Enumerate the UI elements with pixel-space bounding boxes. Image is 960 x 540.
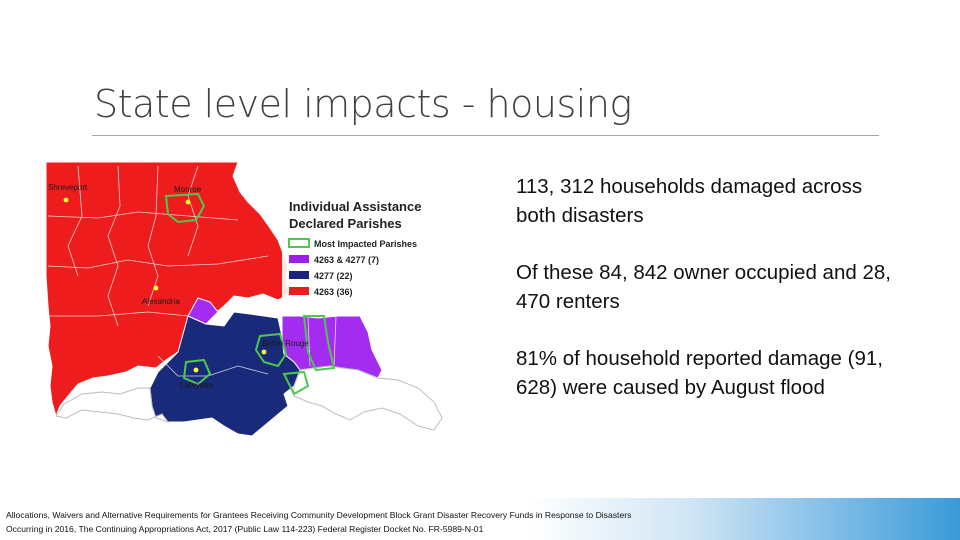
city-dot-monroe xyxy=(185,199,191,205)
legend-swatch-most-impacted xyxy=(288,238,310,248)
legend-swatch-4263-4277 xyxy=(289,255,309,263)
most-impacted-baton-rouge xyxy=(254,332,288,368)
region-undeclared-east xyxy=(293,365,443,431)
region-undeclared xyxy=(55,387,170,423)
footer-bar xyxy=(0,498,960,540)
bullet-august-flood: 81% of household reported damage (91, 62… xyxy=(516,347,883,399)
most-impacted-east xyxy=(302,315,336,372)
footer-citation: Allocations, Waivers and Alternative Req… xyxy=(6,508,906,536)
city-label-monroe: Monroe xyxy=(174,185,202,194)
title-divider xyxy=(92,135,879,136)
legend-label-4263: 4263 (36) xyxy=(314,287,353,297)
city-label-baton-rouge: Baton Rouge xyxy=(262,339,309,348)
map-legend: Individual Assistance Declared Parishes … xyxy=(282,192,448,302)
most-impacted-lafayette xyxy=(182,358,212,386)
bullet-list: 113, 312 households damaged across both … xyxy=(516,172,896,430)
city-label-shreveport: Shreveport xyxy=(48,183,88,192)
legend-title-line1: Individual Assistance xyxy=(289,199,421,214)
most-impacted-monroe xyxy=(164,192,206,224)
legend-swatch-4263 xyxy=(289,287,309,295)
legend-label-4277: 4277 (22) xyxy=(314,271,353,281)
bullet-owner-renter-split: Of these 84, 842 owner occupied and 28, … xyxy=(516,261,891,313)
city-label-lafayette: Lafayette xyxy=(180,381,213,390)
slide-title: State level impacts - housing xyxy=(94,82,632,126)
city-dot-alexandria xyxy=(153,285,159,291)
legend-swatch-4277 xyxy=(289,271,309,279)
legend-label-4263-4277: 4263 & 4277 (7) xyxy=(314,255,379,265)
city-label-alexandria: Alexandria xyxy=(142,297,180,306)
legend-title-line2: Declared Parishes xyxy=(289,216,402,231)
footer-citation-line1: Allocations, Waivers and Alternative Req… xyxy=(6,510,632,520)
city-dot-baton-rouge xyxy=(261,349,267,355)
city-dot-shreveport xyxy=(63,197,69,203)
bullet-households-damaged: 113, 312 households damaged across both … xyxy=(516,175,863,227)
city-dot-lafayette xyxy=(193,367,199,373)
legend-label-most-impacted: Most Impacted Parishes xyxy=(314,239,417,249)
most-impacted-south xyxy=(282,370,310,396)
louisiana-parish-map: Shreveport Monroe Alexandria Baton Rouge… xyxy=(38,156,448,446)
region-4263-4277-north xyxy=(187,297,219,325)
footer-citation-line2: Occurring in 2016, The Continuing Approp… xyxy=(6,524,484,534)
